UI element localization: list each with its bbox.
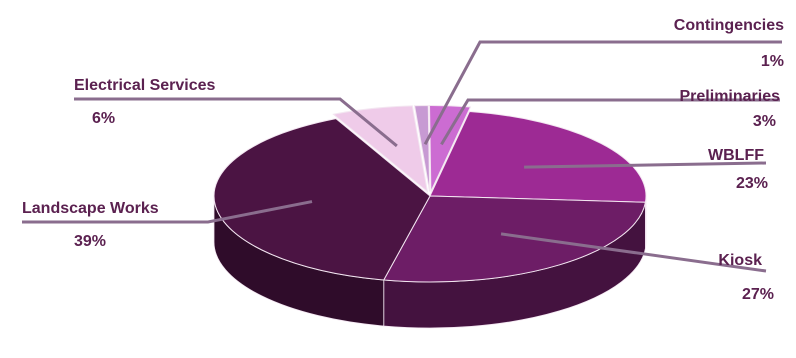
pie-slice-electrical-services (332, 105, 429, 193)
slice-label-contingencies-name: Contingencies (674, 17, 784, 34)
leader-line-preliminaries (440, 98, 780, 146)
pie-slice-kiosk (382, 195, 647, 283)
pie-slice-preliminaries (429, 105, 472, 192)
slice-label-preliminaries-name: Preliminaries (680, 88, 781, 105)
slice-label-electrical-services-name: Electrical Services (74, 77, 216, 94)
slice-label-electrical-services-pct: 6% (92, 110, 115, 127)
pie-slice-wblff (429, 110, 647, 203)
leader-line-contingencies (423, 40, 782, 145)
leader-line-electrical-services (74, 97, 398, 148)
pie-slice-landscape-works (213, 118, 431, 281)
leader-line-wblff (524, 161, 767, 169)
pie-slice-tops (213, 105, 647, 283)
slice-label-contingencies-pct: 1% (761, 53, 784, 70)
slice-label-kiosk-pct: 27% (742, 286, 774, 303)
slice-label-wblff-pct: 23% (736, 175, 768, 192)
leader-lines (22, 40, 782, 273)
leader-line-landscape-works (22, 200, 313, 224)
slice-label-kiosk-name: Kiosk (718, 252, 762, 269)
leader-line-kiosk (500, 232, 767, 273)
slice-label-landscape-works-name: Landscape Works (22, 200, 159, 217)
slice-label-landscape-works-pct: 39% (74, 233, 106, 250)
slice-label-preliminaries-pct: 3% (753, 113, 776, 130)
pie-slice-contingencies (413, 105, 431, 192)
slice-label-wblff-name: WBLFF (708, 147, 764, 164)
